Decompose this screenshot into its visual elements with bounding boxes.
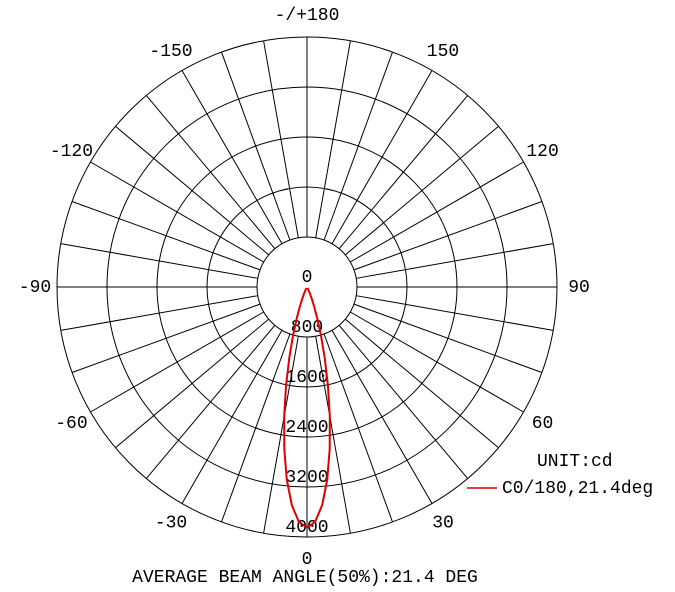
- r-tick-label: 800: [291, 318, 323, 338]
- angle-tick-label: 0: [302, 550, 313, 570]
- angle-tick-label: -/+180: [275, 6, 340, 26]
- footer: AVERAGE BEAM ANGLE(50%):21.4 DEG: [132, 568, 478, 588]
- ring: [206, 186, 408, 388]
- angle-tick-label: 30: [432, 513, 454, 533]
- r-tick-label: 3200: [285, 468, 328, 488]
- ring: [106, 86, 508, 488]
- r-tick-label: 0: [302, 268, 313, 288]
- angle-tick-label: -120: [50, 142, 93, 162]
- legend-label: C0/180,21.4deg: [502, 479, 653, 499]
- curve: [283, 287, 331, 529]
- angle-tick-label: -30: [155, 513, 187, 533]
- unit-label: UNIT:cd: [537, 452, 613, 472]
- angle-tick-label: 120: [526, 142, 558, 162]
- angle-tick-label: 150: [427, 42, 459, 62]
- angle-tick-label: -90: [19, 278, 51, 298]
- ring: [156, 136, 458, 438]
- angle-tick-label: -60: [55, 414, 87, 434]
- ring: [256, 236, 358, 338]
- ring: [56, 36, 558, 538]
- angle-tick-label: 90: [568, 278, 590, 298]
- r-tick-label: 1600: [285, 368, 328, 388]
- angle-tick-label: 60: [532, 414, 554, 434]
- angle-tick-label: -150: [149, 42, 192, 62]
- r-tick-label: 2400: [285, 418, 328, 438]
